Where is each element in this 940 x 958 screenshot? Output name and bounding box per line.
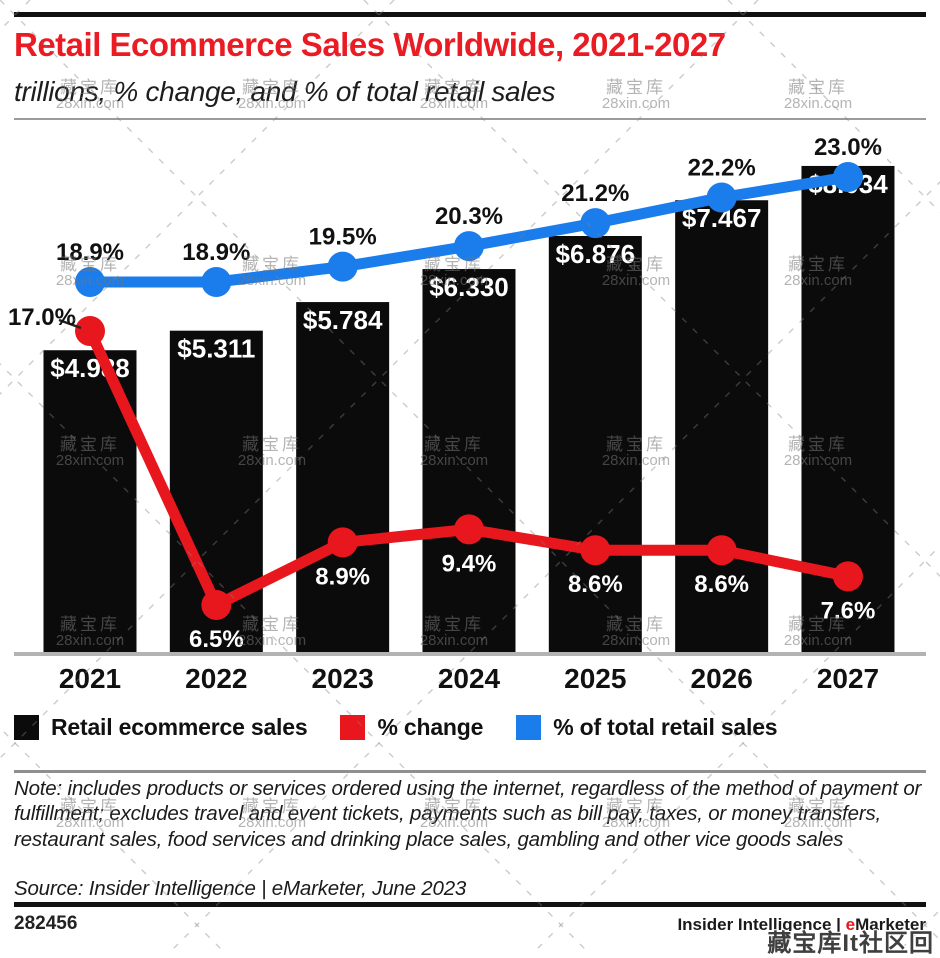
pct-of-total-point-2023 [327, 251, 358, 282]
legend-item-pct-change: % change [340, 714, 483, 741]
legend-label: Retail ecommerce sales [51, 714, 308, 740]
watermark-stamp: 藏宝库 28xin.com [783, 78, 853, 112]
source-text: Source: Insider Intelligence | eMarketer… [14, 877, 467, 900]
page-title: Retail Ecommerce Sales Worldwide, 2021-2… [14, 26, 726, 63]
pct-change-label-2022: 6.5% [189, 626, 244, 653]
pct-of-total-label-2025: 21.2% [561, 180, 629, 207]
pct-change-point-2021 [75, 316, 105, 346]
bar-value-label-2022: $5.311 [177, 334, 255, 364]
bar-2025 [548, 236, 642, 652]
x-axis-label-2023: 2023 [312, 663, 374, 694]
brand-logo: Insider Intelligence | eMarketer [677, 915, 926, 935]
x-axis-label-2024: 2024 [438, 663, 501, 694]
watermark-stamp: 藏宝库 28xin.com [601, 78, 671, 112]
bar-2023 [296, 302, 390, 652]
pct-change-point-2024 [453, 514, 484, 545]
pct-of-total-point-2027 [832, 162, 863, 193]
bar-2026 [675, 200, 769, 652]
pct-of-total-point-2025 [580, 208, 611, 239]
pct-of-total-label-2024: 20.3% [435, 203, 503, 230]
brand-rest: Marketer [855, 915, 926, 934]
pct-change-label-2021: 17.0% [8, 304, 76, 331]
blue-line-swatch-icon [516, 715, 542, 740]
bar-value-label-2025: $6.876 [556, 239, 636, 269]
pct-of-total-label-2022: 18.9% [182, 239, 250, 266]
pct-change-label-2023: 8.9% [315, 563, 370, 590]
bar-value-label-2024: $6.330 [429, 272, 509, 302]
legend-item-retail-ecommerce-sales: Retail ecommerce sales [14, 714, 308, 741]
pct-change-point-2025 [580, 535, 611, 566]
x-axis-label-2027: 2027 [817, 663, 879, 694]
pct-change-label-2024: 9.4% [442, 550, 497, 577]
brand-prefix: Insider Intelligence | [677, 915, 846, 934]
pct-of-total-label-2021: 18.9% [56, 239, 124, 266]
x-axis-label-2026: 2026 [691, 663, 753, 694]
x-axis-label-2022: 2022 [185, 663, 247, 694]
bar-value-label-2023: $5.784 [303, 305, 383, 335]
header-divider [14, 118, 926, 120]
pct-change-point-2023 [327, 527, 358, 558]
black-bar-swatch-icon [14, 715, 39, 740]
legend-divider [14, 770, 926, 773]
pct-of-total-label-2027: 23.0% [814, 134, 882, 161]
combo-chart: $4.988$5.311$5.784$6.330$6.876$7.467$8.0… [8, 134, 926, 694]
pct-change-point-2026 [706, 535, 737, 566]
brand-accent-e: e [845, 915, 856, 934]
page-subtitle: trillions, % change, and % of total reta… [14, 76, 556, 107]
legend-label: % of total retail sales [553, 714, 778, 740]
pct-of-total-point-2024 [453, 231, 484, 262]
pct-of-total-point-2026 [706, 182, 737, 213]
pct-of-total-point-2022 [201, 267, 232, 297]
pct-change-label-2026: 8.6% [694, 571, 749, 598]
x-axis-label-2025: 2025 [564, 663, 626, 694]
red-line-swatch-icon [340, 715, 366, 740]
legend-label: % change [377, 714, 484, 740]
x-axis-label-2021: 2021 [59, 663, 121, 694]
pct-change-label-2025: 8.6% [568, 571, 623, 598]
pct-change-point-2027 [832, 561, 863, 592]
footer-rule [14, 902, 926, 907]
legend-item-pct-of-total-retail-sales: % of total retail sales [516, 714, 778, 741]
pct-of-total-label-2026: 22.2% [688, 155, 756, 182]
bar-2024 [422, 269, 516, 652]
x-axis-line [14, 652, 926, 656]
pct-change-label-2027: 7.6% [821, 597, 876, 624]
legend: Retail ecommerce sales % change % of tot… [14, 714, 778, 741]
top-rule [14, 12, 926, 17]
pct-change-point-2022 [201, 590, 232, 621]
pct-of-total-point-2021 [75, 267, 105, 297]
note-text: Note: includes products or services orde… [14, 777, 922, 851]
chart-id: 282456 [14, 913, 78, 934]
pct-of-total-label-2023: 19.5% [309, 224, 377, 251]
pct-change-callout-line [58, 318, 82, 330]
